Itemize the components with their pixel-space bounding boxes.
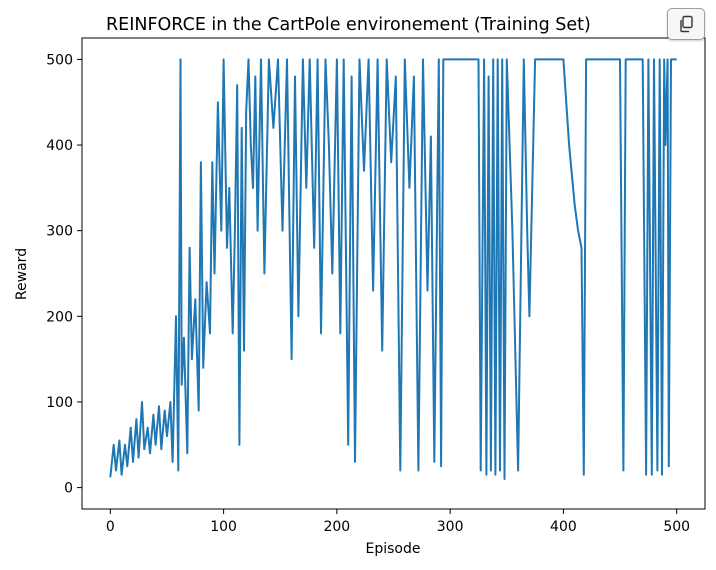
y-tick-label: 100: [46, 395, 73, 411]
x-tick-label: 0: [106, 519, 115, 535]
series-layer: [109, 58, 677, 480]
y-axis: 0 100 200 300 400 500: [46, 52, 82, 497]
copy-button[interactable]: [667, 8, 705, 40]
x-tick-label: 400: [550, 519, 577, 535]
reward-series-line: [109, 58, 677, 480]
x-axis-label: Episode: [366, 541, 421, 557]
x-tick-label: 300: [437, 519, 464, 535]
copy-icon: [680, 15, 693, 33]
x-axis: 0 100 200 300 400 500: [106, 509, 690, 535]
chart-title: REINFORCE in the CartPole environement (…: [106, 15, 591, 35]
y-tick-label: 200: [46, 309, 73, 325]
x-tick-label: 200: [323, 519, 350, 535]
y-tick-label: 0: [64, 481, 73, 497]
x-tick-label: 500: [663, 519, 690, 535]
y-tick-label: 500: [46, 52, 73, 68]
y-tick-label: 300: [46, 224, 73, 240]
y-tick-label: 400: [46, 138, 73, 154]
plot-frame: [81, 37, 706, 510]
y-axis-label: Reward: [14, 248, 30, 300]
x-tick-label: 100: [210, 519, 237, 535]
